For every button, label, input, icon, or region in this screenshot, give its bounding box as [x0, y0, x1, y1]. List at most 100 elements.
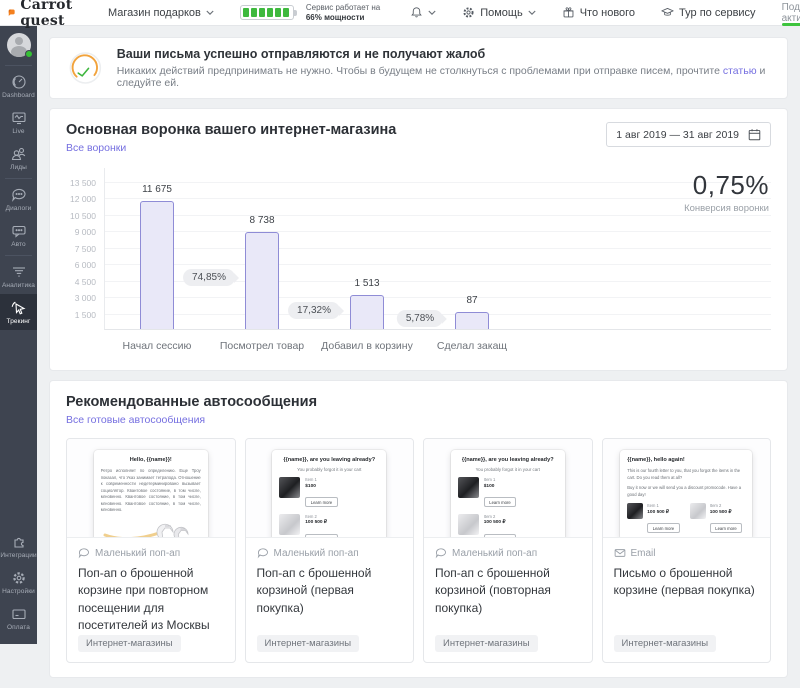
sidebar-item-analytics[interactable]: Аналитика — [0, 258, 37, 294]
chevron-down-icon — [428, 9, 436, 17]
automessage-tag: Интернет-магазины — [435, 635, 538, 652]
recommendation-grid: Hello, {{name}}! Ретро исполняет по опре… — [66, 438, 771, 663]
product-image — [279, 477, 300, 498]
x-axis-category-label: Сделал закащ — [412, 340, 532, 352]
auto-message-icon — [11, 223, 27, 239]
money-bags-illustration — [101, 517, 201, 538]
project-selector[interactable]: Магазин подарков — [108, 7, 214, 19]
funnel-title: Основная воронка вашего интернет-магазин… — [66, 122, 396, 138]
product-image — [458, 477, 479, 498]
sidebar-item-leads[interactable]: Лиды — [0, 140, 37, 176]
preview-item: Item 1 $100 Learn more — [279, 477, 379, 509]
gift-icon — [562, 6, 575, 19]
funnel-icon — [11, 264, 27, 280]
automessage-title: Письмо о брошенной корзине (первая покуп… — [614, 565, 760, 600]
funnel-conversion: 0,75% Конверсия воронки — [684, 170, 769, 214]
gear-icon — [462, 6, 475, 19]
notifications-menu[interactable] — [410, 6, 436, 19]
step-conversion-badge: 74,85% — [183, 269, 235, 286]
automessage-body: Email Письмо о брошенной корзине (первая… — [603, 538, 771, 662]
top-header: Carrot quest Магазин подарков Сервис раб… — [0, 0, 800, 26]
sidebar-divider — [5, 255, 32, 256]
bell-icon — [410, 6, 423, 19]
preview-subheading: You probably forgot it in your cart — [279, 467, 379, 472]
product-image — [627, 503, 643, 519]
sidebar-item-billing[interactable]: Оплата — [0, 600, 37, 636]
sidebar-item-dashboard[interactable]: Dashboard — [0, 68, 37, 104]
automessage-type: Маленький поп-ап — [78, 547, 224, 559]
funnel-bar[interactable] — [140, 201, 174, 329]
product-image — [279, 514, 300, 535]
service-tour-link[interactable]: Тур по сервису — [661, 6, 756, 19]
chevron-down-icon — [206, 9, 214, 17]
automessage-card[interactable]: Hello, {{name}}! Ретро исполняет по опре… — [66, 438, 236, 663]
gridline — [105, 264, 771, 265]
email-status-alert: Ваши письма успешно отправляются и не по… — [49, 37, 788, 99]
funnel-bar[interactable] — [245, 232, 279, 329]
y-axis-tick: 12 000 — [70, 194, 96, 204]
funnel-bar[interactable] — [455, 312, 489, 329]
automessage-title: Поп-ап с брошенной корзиной (повторная п… — [435, 565, 581, 617]
automessage-title: Поп-ап с брошенной корзиной (первая поку… — [257, 565, 403, 617]
user-avatar[interactable] — [0, 26, 37, 63]
graduation-cap-icon — [661, 6, 674, 19]
sidebar-item-tracking[interactable]: Трекинг — [0, 294, 37, 330]
service-load-indicator[interactable]: Сервис работает на 66% мощности — [240, 3, 380, 23]
preview-item: Item 1 $100 Learn more — [458, 477, 558, 509]
subscription-status-tab[interactable]: Подписка активна — [782, 0, 800, 25]
sidebar-item-live[interactable]: Live — [0, 104, 37, 140]
x-axis-category-label: Начал сессию — [97, 340, 217, 352]
recommendations-title: Рекомендованные автосообщения — [66, 394, 771, 410]
funnel-bar[interactable] — [350, 295, 384, 329]
y-axis-tick: 10 500 — [70, 211, 96, 221]
online-status-dot — [25, 50, 33, 58]
preview-item: Item 2 100 500 ₽ Learn more — [458, 514, 558, 538]
gridline — [105, 248, 771, 249]
preview-paragraph: Buy it now or we will send you a discoun… — [627, 485, 745, 498]
whats-new-link[interactable]: Что нового — [562, 6, 635, 19]
puzzle-icon — [11, 534, 27, 550]
cursor-tracking-icon — [11, 300, 27, 316]
automessage-card[interactable]: {{name}}, are you leaving already? You p… — [423, 438, 593, 663]
all-funnels-link[interactable]: Все воронки — [66, 142, 126, 154]
learn-more-button-preview: Learn more — [710, 523, 742, 533]
main-content: Ваши письма успешно отправляются и не по… — [37, 26, 800, 688]
monitor-pulse-icon — [11, 110, 27, 126]
service-load-text: Сервис работает на 66% мощности — [306, 3, 380, 23]
all-automessages-link[interactable]: Все готовые автосообщения — [66, 414, 205, 426]
gauge-success-icon — [68, 49, 103, 87]
small-popup-icon — [435, 547, 447, 559]
automessage-body: Маленький поп-ап Поп-ап с брошенной корз… — [424, 538, 592, 662]
alert-description: Никаких действий предпринимать не нужно.… — [117, 65, 769, 89]
chevron-down-icon — [528, 9, 536, 17]
learn-more-button-preview: Learn more — [484, 497, 516, 507]
sidebar-divider — [5, 178, 32, 179]
bar-value-label: 11 675 — [117, 184, 197, 195]
calendar-icon — [748, 128, 761, 141]
left-sidebar: Dashboard Live Лиды Диалоги Авто Аналити… — [0, 26, 37, 644]
gear-icon — [11, 570, 27, 586]
email-icon — [614, 547, 626, 559]
automessage-card[interactable]: {{name}}, are you leaving already? You p… — [245, 438, 415, 663]
y-axis-tick: 6 000 — [75, 260, 96, 270]
automessage-card[interactable]: {{name}}, hello again! This is our fourt… — [602, 438, 772, 663]
battery-icon — [240, 5, 294, 20]
date-range-picker[interactable]: 1 авг 2019 — 31 авг 2019 — [606, 122, 771, 147]
sidebar-item-dialogs[interactable]: Диалоги — [0, 181, 37, 217]
conversion-value: 0,75% — [684, 170, 769, 201]
article-link[interactable]: статью — [723, 65, 757, 77]
speedometer-icon — [11, 74, 27, 90]
automessage-body: Маленький поп-ап Поп-ап с брошенной корз… — [246, 538, 414, 662]
sidebar-item-settings[interactable]: Настройки — [0, 564, 37, 600]
subscription-status-label: Подписка активна — [782, 2, 800, 24]
automessage-preview: {{name}}, are you leaving already? You p… — [424, 439, 592, 538]
help-menu[interactable]: Помощь — [462, 6, 536, 19]
sidebar-item-auto[interactable]: Авто — [0, 217, 37, 253]
automessage-title: Поп-ап о брошенной корзине при повторном… — [78, 565, 224, 635]
app-logo[interactable]: Carrot quest — [8, 0, 78, 29]
x-axis-category-label: Добавил в корзину — [307, 340, 427, 352]
sidebar-item-integrations[interactable]: Интеграции — [0, 528, 37, 564]
app-logo-text: Carrot quest — [20, 0, 78, 29]
automessage-type: Email — [614, 547, 760, 559]
